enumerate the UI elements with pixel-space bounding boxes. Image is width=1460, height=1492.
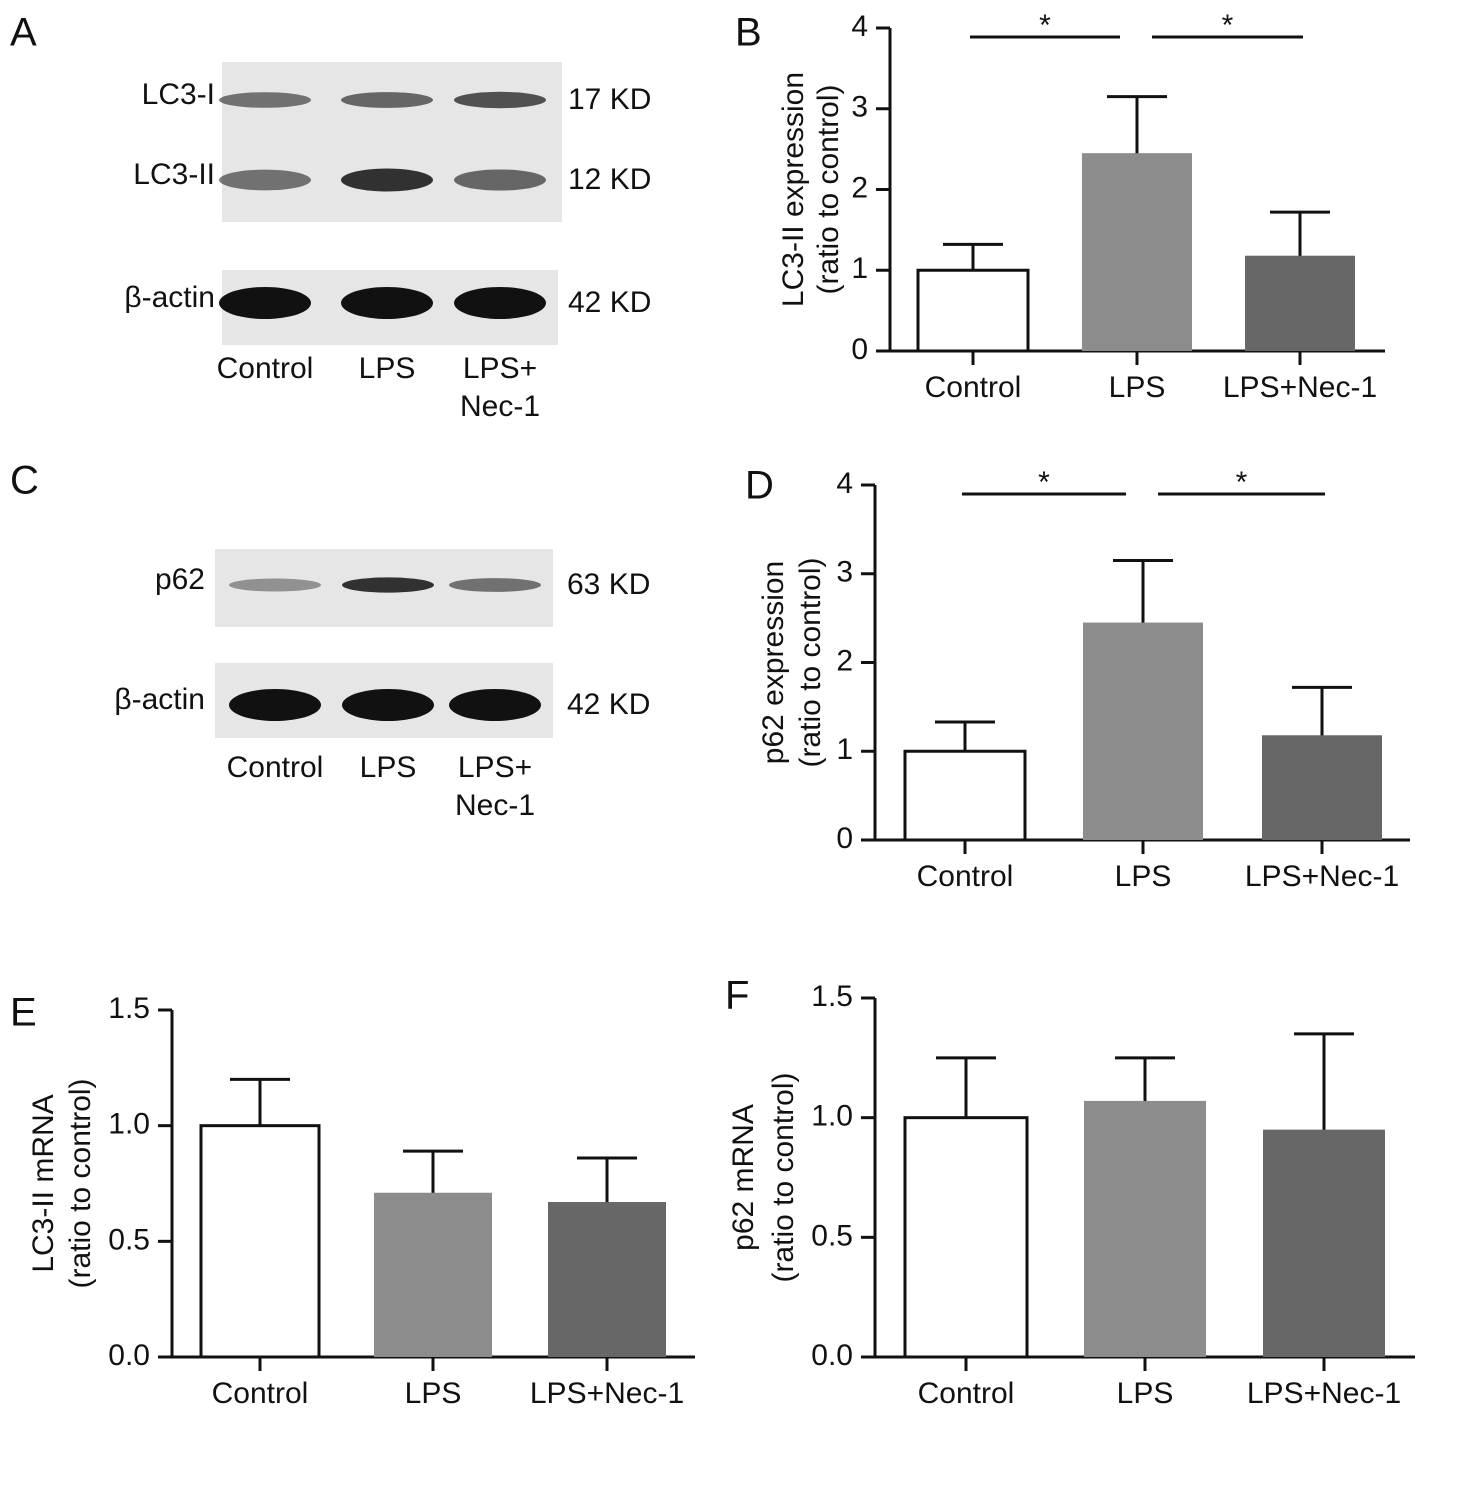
y-tick-label: 1	[836, 733, 853, 766]
y-axis-title: p62 expression	[757, 561, 790, 764]
y-axis-title: LC3-II expression	[777, 72, 810, 307]
panel-letter: E	[10, 991, 37, 1035]
x-tick-label: LPS+Nec-1	[1245, 860, 1399, 893]
y-tick-label: 1.0	[108, 1108, 150, 1141]
bar	[548, 1202, 666, 1357]
y-tick-label: 1	[851, 252, 868, 285]
blot-band	[454, 287, 546, 319]
y-tick-label: 2	[836, 644, 853, 677]
lane-label: LPS+	[463, 352, 537, 385]
blot-band	[219, 92, 311, 108]
blot-band	[219, 287, 311, 319]
lane-label: LPS	[359, 352, 416, 385]
blot-band	[342, 689, 434, 721]
y-axis-title: (ratio to control)	[794, 557, 827, 767]
bar	[903, 749, 1027, 842]
bar	[903, 1116, 1029, 1359]
lane-label: Nec-1	[455, 789, 535, 822]
x-tick-label: LPS	[1117, 1377, 1174, 1410]
y-tick-label: 1.5	[811, 980, 853, 1013]
panel-letter: B	[735, 11, 762, 55]
lane-label: Control	[227, 751, 324, 784]
bar	[916, 268, 1030, 353]
y-axis-title: (ratio to control)	[767, 1072, 800, 1282]
y-tick-label: 0.5	[108, 1223, 150, 1256]
blot-size-label: 42 KD	[568, 286, 651, 319]
y-axis-title: p62 mRNA	[727, 1104, 760, 1251]
blot-size-label: 17 KD	[568, 83, 651, 116]
blot-band	[229, 689, 321, 721]
blot-row-label: p62	[155, 563, 205, 596]
significance-label: *	[1222, 9, 1234, 42]
y-tick-label: 0.0	[108, 1339, 150, 1372]
y-tick-label: 2	[851, 171, 868, 204]
blot-membrane	[222, 62, 562, 222]
significance-label: *	[1039, 9, 1051, 42]
blot-band	[454, 91, 546, 109]
bar	[374, 1192, 492, 1357]
lane-label: Control	[217, 352, 314, 385]
blot-size-label: 42 KD	[567, 688, 650, 721]
y-tick-label: 0.5	[811, 1219, 853, 1252]
x-tick-label: LPS+Nec-1	[1223, 371, 1377, 404]
blot-band	[229, 578, 321, 592]
bar	[1263, 1129, 1385, 1357]
panel-letter: D	[745, 464, 774, 508]
blot-band	[341, 92, 433, 108]
x-tick-label: Control	[925, 371, 1022, 404]
y-axis-title: (ratio to control)	[812, 84, 845, 294]
y-tick-label: 1.0	[811, 1100, 853, 1133]
panel-letter: C	[10, 459, 39, 503]
y-tick-label: 4	[851, 10, 868, 43]
lane-label: Nec-1	[460, 390, 540, 423]
blot-row-label: β-actin	[114, 683, 205, 716]
blot-row-label: β-actin	[124, 281, 215, 314]
bar	[1262, 735, 1382, 840]
y-tick-label: 1.5	[108, 992, 150, 1025]
blot-row-label: LC3-II	[133, 158, 215, 191]
significance-label: *	[1038, 466, 1050, 499]
blot-band	[449, 578, 541, 592]
y-axis-title: (ratio to control)	[64, 1078, 97, 1288]
y-tick-label: 4	[836, 467, 853, 500]
x-tick-label: LPS+Nec-1	[530, 1377, 684, 1410]
x-tick-label: LPS+Nec-1	[1247, 1377, 1401, 1410]
y-tick-label: 3	[836, 556, 853, 589]
bar	[1084, 1100, 1206, 1357]
y-tick-label: 0	[836, 822, 853, 855]
blot-band	[454, 169, 546, 191]
y-tick-label: 3	[851, 91, 868, 124]
blot-size-label: 12 KD	[568, 163, 651, 196]
panel-letter: A	[10, 11, 37, 55]
bar	[1245, 255, 1355, 351]
x-tick-label: LPS	[405, 1377, 462, 1410]
x-tick-label: LPS	[1115, 860, 1172, 893]
x-tick-label: LPS	[1109, 371, 1166, 404]
lane-label: LPS+	[458, 751, 532, 784]
blot-band	[341, 168, 433, 192]
blot-row-label: LC3-I	[142, 78, 215, 111]
bar	[1083, 622, 1203, 840]
significance-label: *	[1236, 466, 1248, 499]
lane-label: LPS	[360, 751, 417, 784]
x-tick-label: Control	[917, 860, 1014, 893]
blot-band	[341, 287, 433, 319]
y-axis-title: LC3-II mRNA	[27, 1094, 60, 1272]
blot-band	[219, 169, 311, 191]
x-tick-label: Control	[212, 1377, 309, 1410]
bar	[1082, 153, 1192, 351]
y-tick-label: 0	[851, 333, 868, 366]
blot-band	[342, 577, 434, 593]
x-tick-label: Control	[918, 1377, 1015, 1410]
bar	[199, 1124, 321, 1359]
blot-band	[449, 689, 541, 721]
panel-letter: F	[725, 974, 749, 1018]
blot-size-label: 63 KD	[567, 568, 650, 601]
y-tick-label: 0.0	[811, 1339, 853, 1372]
